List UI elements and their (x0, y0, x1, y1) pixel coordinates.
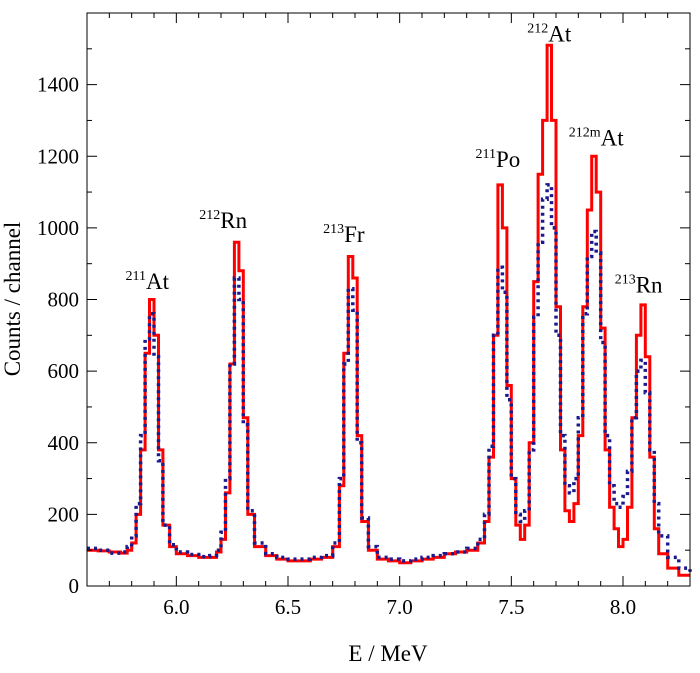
x-tick-label: 7.0 (387, 595, 413, 619)
tick-layer: 6.0 6.5 7.0 7.5 8.0 0 200 400 600 800 1000 1200 1400 (37, 12, 691, 619)
series-line-fit (87, 183, 692, 572)
peak-label: 212mAt (569, 126, 625, 151)
peak-label: 211Po (476, 147, 521, 172)
peak-label: 212At (527, 22, 572, 47)
x-tick-label: 7.5 (498, 595, 524, 619)
y-tick-label: 1000 (37, 216, 79, 240)
peak-label: 213Fr (323, 222, 365, 247)
peak-label: 213Rn (615, 272, 663, 297)
y-tick-label: 1400 (37, 73, 79, 97)
y-tick-label: 0 (69, 574, 80, 598)
y-axis-label: Counts / channel (0, 222, 25, 377)
y-tick-label: 600 (48, 359, 80, 383)
x-tick-label: 6.5 (275, 595, 301, 619)
y-tick-label: 200 (48, 502, 80, 526)
y-tick-label: 800 (48, 288, 80, 312)
x-tick-label: 6.0 (163, 595, 189, 619)
series-layer (87, 43, 692, 577)
peak-label: 211At (126, 269, 170, 294)
x-axis-label: E / MeV (348, 641, 428, 666)
x-tick-label: 8.0 (610, 595, 636, 619)
peak-label: 212Rn (199, 208, 247, 233)
y-tick-label: 400 (48, 431, 80, 455)
y-tick-label: 1200 (37, 144, 79, 168)
annotation-layer: 211At 212Rn 213Fr 211Po 212At 212mAt 213Rn (126, 22, 663, 298)
